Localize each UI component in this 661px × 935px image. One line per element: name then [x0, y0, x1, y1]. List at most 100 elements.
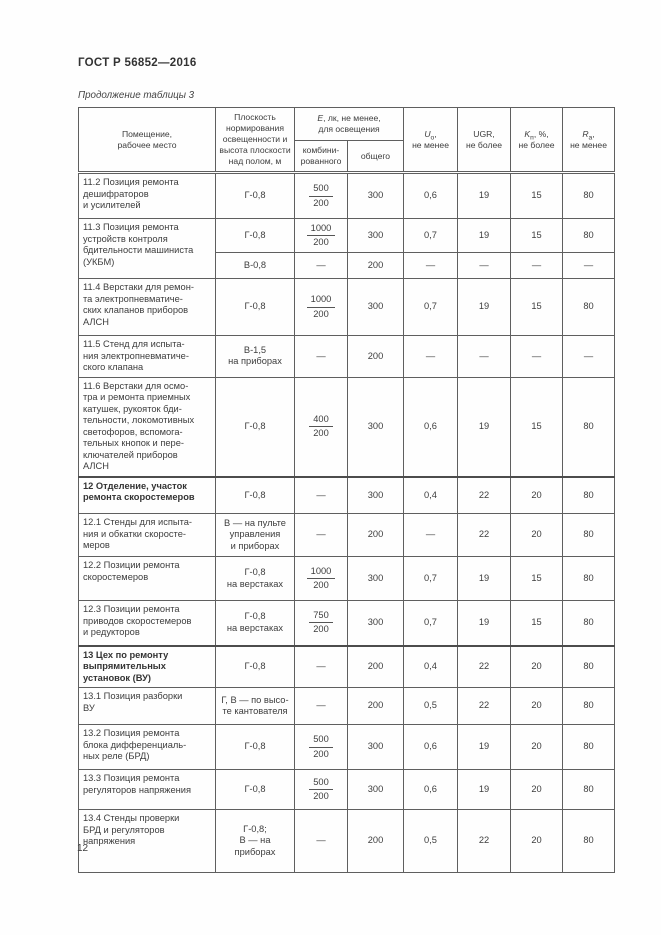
general-illuminance-cell: 300 [346, 171, 405, 219]
kp-cell: 20 [510, 513, 564, 557]
combined-illuminance-cell: 1000 200 [294, 556, 348, 601]
header-u0: Uо, не менее [403, 107, 459, 173]
ra-cell: 80 [562, 475, 616, 514]
kp-cell: 20 [510, 687, 564, 725]
combined-illuminance-cell: 500 200 [294, 171, 348, 219]
ugr-cell: — [457, 252, 512, 279]
illuminance-fraction: 1000 200 [306, 294, 336, 320]
table-row: 12.1 Стенды для испыта- ния и обкатки ск… [78, 513, 616, 557]
u0-cell: 0,5 [403, 809, 459, 873]
u0-cell: 0,5 [403, 687, 459, 725]
general-illuminance-cell: 300 [346, 376, 405, 477]
u0-cell: 0,6 [403, 171, 459, 219]
general-illuminance-cell: 200 [346, 335, 405, 378]
table-row: 11.4 Верстаки для ремон- та электропневм… [78, 278, 616, 336]
general-illuminance-cell: 300 [346, 278, 405, 336]
lighting-standards-table: Помещение, рабочее место Плоскость норми… [78, 107, 616, 873]
u0-cell: 0,6 [403, 724, 459, 770]
u0-cell: 0,7 [403, 278, 459, 336]
room-cell: 11.2 Позиция ремонта дешифраторов и усил… [78, 171, 216, 219]
kp-cell: — [510, 252, 564, 279]
illuminance-fraction: 1000 200 [306, 223, 336, 249]
ugr-cell: 19 [457, 278, 512, 336]
ra-cell: — [562, 252, 616, 279]
header-room: Помещение, рабочее место [78, 107, 216, 173]
kp-cell: 15 [510, 556, 564, 601]
header-plane: Плоскость нормирования освещенности и вы… [215, 107, 295, 173]
room-cell: 13.2 Позиция ремонта блока дифференциаль… [78, 724, 216, 770]
combined-illuminance-cell: — [294, 252, 348, 279]
plane-cell: В-0,8 [215, 252, 295, 279]
ugr-cell: 19 [457, 218, 512, 253]
illuminance-fraction: 500 200 [309, 777, 333, 803]
room-cell: 13 Цех по ремонту выпрямительных установ… [78, 644, 216, 688]
plane-cell: Г-0,8 на верстаках [215, 600, 295, 646]
illuminance-fraction: 500 200 [309, 734, 333, 760]
kp-cell: 15 [510, 376, 564, 477]
combined-illuminance-cell: — [294, 809, 348, 873]
general-illuminance-cell: 300 [346, 600, 405, 646]
ugr-cell: 22 [457, 475, 512, 514]
general-illuminance-cell: 300 [346, 475, 405, 514]
plane-cell: Г-0,8; В — на приборах [215, 809, 295, 873]
room-cell: 11.5 Стенд для испыта- ния электропневма… [78, 335, 216, 378]
kp-cell: 20 [510, 769, 564, 810]
plane-cell: Г-0,8 на верстаках [215, 556, 295, 601]
combined-illuminance-cell: — [294, 687, 348, 725]
table-body: 11.2 Позиция ремонта дешифраторов и усил… [78, 171, 616, 873]
general-illuminance-cell: 300 [346, 769, 405, 810]
kp-cell: 15 [510, 171, 564, 219]
general-illuminance-cell: 300 [346, 556, 405, 601]
combined-illuminance-cell: 400 200 [294, 376, 348, 477]
room-cell: 12.3 Позиции ремонта приводов скоростеме… [78, 600, 216, 646]
page-number: 12 [77, 843, 89, 854]
plane-cell: Г-0,8 [215, 218, 295, 253]
table-row: 11.5 Стенд для испыта- ния электропневма… [78, 335, 616, 378]
illuminance-fraction: 400 200 [309, 414, 333, 440]
u0-cell: 0,6 [403, 769, 459, 810]
illuminance-fraction: 1000 200 [306, 566, 336, 592]
plane-cell: Г-0,8 [215, 644, 295, 688]
ugr-cell: — [457, 335, 512, 378]
u0-symbol: U [424, 128, 431, 139]
general-illuminance-cell: 200 [346, 809, 405, 873]
general-illuminance-cell: 200 [346, 252, 405, 279]
u0-cell: — [403, 335, 459, 378]
room-cell: 11.6 Верстаки для осмо- тра и ремонта пр… [78, 376, 216, 477]
plane-cell: Г-0,8 [215, 769, 295, 810]
header-ra: Rа, не менее [562, 107, 616, 173]
kp-cell: 20 [510, 809, 564, 873]
kp-cell: 15 [510, 218, 564, 253]
plane-cell: Г-0,8 [215, 278, 295, 336]
ra-cell: 80 [562, 171, 616, 219]
table-row: 11.6 Верстаки для осмо- тра и ремонта пр… [78, 376, 616, 477]
general-illuminance-cell: 300 [346, 218, 405, 253]
room-cell: 12 Отделение, участок ремонта скоростеме… [78, 475, 216, 514]
table-row: 13 Цех по ремонту выпрямительных установ… [78, 644, 616, 688]
ra-cell: 80 [562, 513, 616, 557]
kp-cell: 20 [510, 644, 564, 688]
table-row: 12.2 Позиции ремонта скоростемеров Г-0,8 … [78, 556, 616, 601]
combined-illuminance-cell: — [294, 335, 348, 378]
general-illuminance-cell: 200 [346, 687, 405, 725]
ugr-cell: 19 [457, 724, 512, 770]
u0-cell: 0,7 [403, 218, 459, 253]
u0-cell: — [403, 252, 459, 279]
ra-cell: 80 [562, 556, 616, 601]
table-row: 12.3 Позиции ремонта приводов скоростеме… [78, 600, 616, 646]
table-row: 11.3 Позиция ремонта устройств контроля … [78, 218, 616, 279]
kp-symbol: K [524, 128, 531, 139]
room-cell: 13.3 Позиция ремонта регуляторов напряже… [78, 769, 216, 810]
header-illuminance-group: E, лк, не менее, для освещения [293, 107, 405, 141]
header-combined: комбини- рованного [294, 140, 348, 173]
general-illuminance-cell: 200 [346, 513, 405, 557]
table-row: 11.2 Позиция ремонта дешифраторов и усил… [78, 171, 616, 219]
combined-illuminance-cell: 500 200 [294, 769, 348, 810]
table-row: 13.1 Позиция разборки ВУ Г, В — по высо- … [78, 687, 616, 725]
room-cell: 11.4 Верстаки для ремон- та электропневм… [78, 278, 216, 336]
plane-cell: Г-0,8 [215, 475, 295, 514]
ra-cell: 80 [562, 218, 616, 253]
ra-cell: 80 [562, 809, 616, 873]
ra-cell: 80 [562, 724, 616, 770]
